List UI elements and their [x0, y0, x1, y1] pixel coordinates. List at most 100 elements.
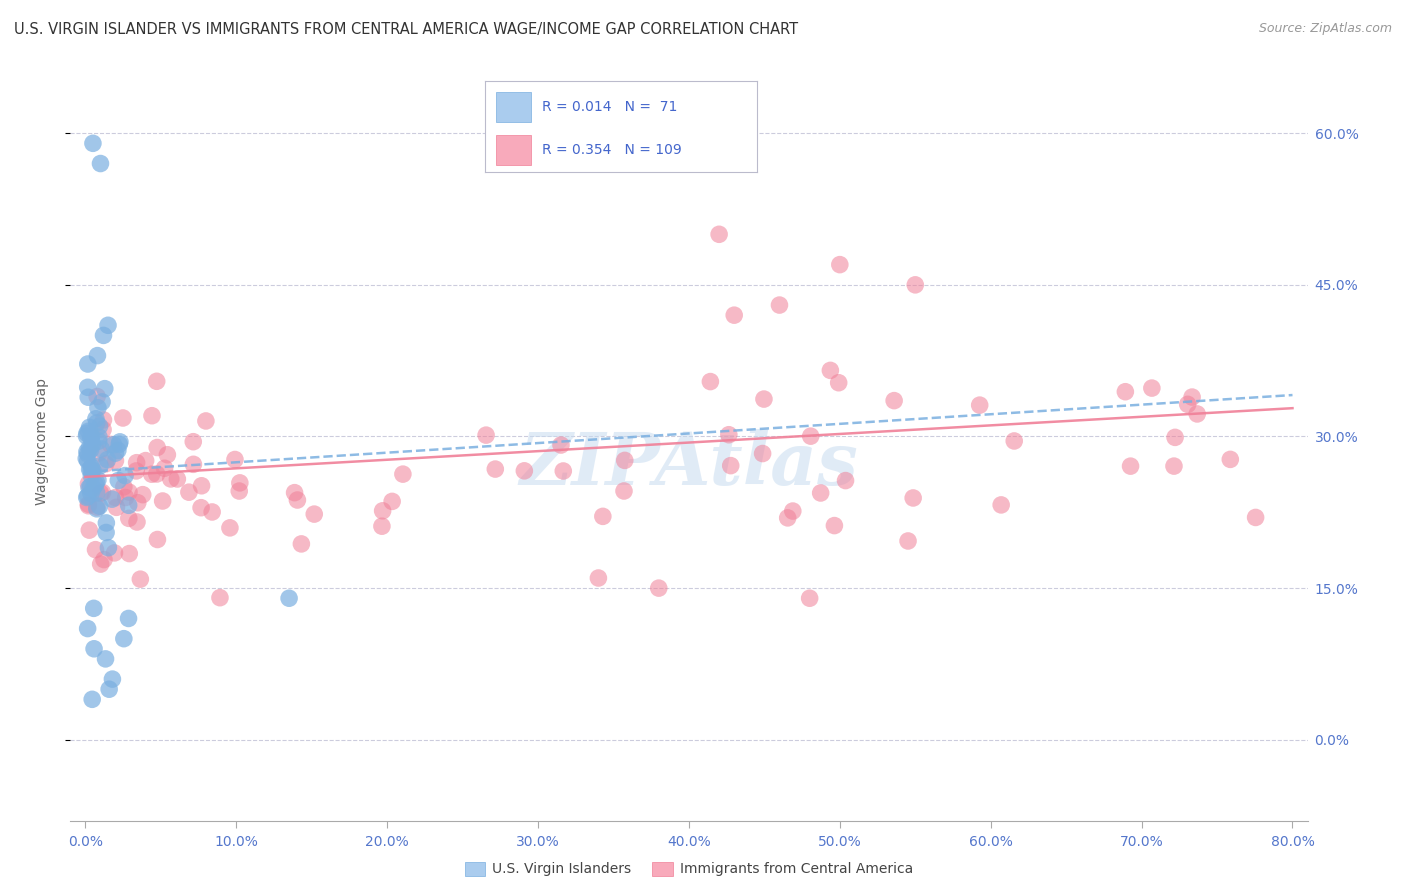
Point [77, 424, 100, 438]
Point [118, 547, 141, 561]
Point [87, 401, 110, 415]
Point [183, 458, 205, 472]
Point [94, 457, 117, 471]
Point [101, 672, 124, 686]
Point [156, 448, 179, 462]
Point [904, 277, 927, 292]
Point [87, 434, 110, 448]
Point [371, 504, 394, 518]
Point [94, 652, 117, 666]
Point [117, 611, 139, 625]
Legend: U.S. Virgin Islanders, Immigrants from Central America: U.S. Virgin Islanders, Immigrants from C… [458, 856, 920, 882]
Point [86, 500, 108, 514]
Point [76, 447, 98, 461]
Point [91, 395, 114, 409]
Point [553, 464, 575, 478]
Point [93, 328, 115, 343]
Point [104, 453, 127, 467]
Point [93, 413, 115, 427]
Point [76, 491, 98, 505]
Point [89, 419, 111, 434]
Point [79, 420, 101, 434]
Point [229, 475, 252, 490]
Point [304, 507, 326, 521]
Point [1114, 384, 1136, 399]
Point [112, 480, 135, 494]
Point [550, 438, 572, 452]
Point [118, 485, 141, 500]
Point [89, 458, 111, 473]
Text: ZIPAtlas: ZIPAtlas [520, 429, 858, 500]
Point [86, 501, 108, 516]
Point [219, 521, 242, 535]
Point [834, 474, 856, 488]
Point [94, 382, 117, 396]
Point [752, 392, 775, 406]
Point [648, 581, 671, 595]
Point [80, 460, 103, 475]
Point [104, 491, 127, 505]
Point [84, 411, 107, 425]
Point [141, 467, 163, 482]
Point [1140, 381, 1163, 395]
Point [475, 428, 498, 442]
Point [103, 546, 125, 560]
Point [969, 398, 991, 412]
Y-axis label: Wage/Income Gap: Wage/Income Gap [35, 378, 49, 505]
Point [76, 426, 98, 441]
Point [177, 485, 200, 500]
Point [89, 156, 111, 170]
Point [91, 485, 114, 500]
Point [768, 298, 790, 312]
Point [89, 499, 111, 513]
Point [90, 442, 112, 456]
Point [79, 442, 101, 457]
Point [810, 486, 832, 500]
Point [613, 453, 636, 467]
Point [90, 557, 112, 571]
Point [135, 453, 157, 467]
Point [828, 258, 851, 272]
Point [208, 591, 231, 605]
Point [108, 434, 131, 449]
Point [101, 492, 124, 507]
Point [228, 483, 250, 498]
Point [125, 464, 148, 478]
Point [588, 571, 610, 585]
Point [1244, 510, 1267, 524]
Point [118, 511, 141, 525]
Text: Source: ZipAtlas.com: Source: ZipAtlas.com [1258, 22, 1392, 36]
Point [1185, 407, 1208, 421]
Point [114, 468, 136, 483]
Point [82, 481, 104, 495]
Point [86, 390, 108, 404]
Point [114, 491, 136, 505]
Point [97, 318, 120, 333]
Point [381, 494, 404, 508]
Point [201, 505, 224, 519]
Point [782, 504, 804, 518]
Point [91, 423, 114, 437]
Point [181, 434, 204, 449]
Point [77, 481, 100, 495]
Point [82, 692, 104, 706]
Point [76, 454, 98, 468]
Point [111, 411, 134, 425]
Point [1163, 459, 1185, 474]
Point [127, 496, 149, 510]
Point [87, 430, 110, 444]
Point [80, 463, 103, 477]
Point [103, 438, 125, 452]
Point [96, 452, 118, 467]
Text: U.S. VIRGIN ISLANDER VS IMMIGRANTS FROM CENTRAL AMERICA WAGE/INCOME GAP CORRELAT: U.S. VIRGIN ISLANDER VS IMMIGRANTS FROM … [14, 22, 799, 37]
Point [717, 427, 740, 442]
Point [751, 446, 773, 460]
Point [98, 437, 121, 451]
Point [76, 622, 98, 636]
Point [86, 475, 108, 490]
Point [1002, 434, 1025, 448]
Point [125, 515, 148, 529]
Point [76, 357, 98, 371]
Point [290, 537, 312, 551]
Point [84, 477, 107, 491]
